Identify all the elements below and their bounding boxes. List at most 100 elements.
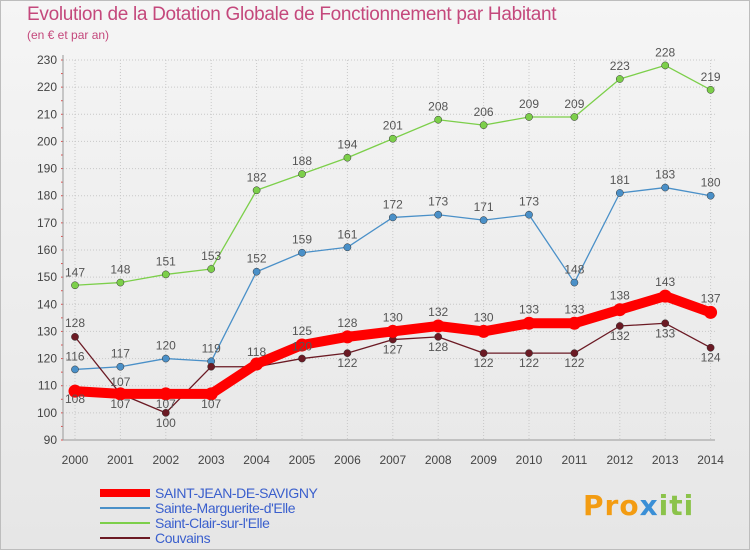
- data-label: 159: [292, 233, 312, 247]
- data-point: [570, 349, 579, 357]
- data-label: 182: [247, 170, 267, 184]
- y-tick-label: 120: [37, 352, 57, 366]
- data-point: [295, 338, 309, 352]
- data-point: [613, 303, 627, 317]
- data-point: [71, 365, 79, 374]
- data-point: [204, 387, 218, 401]
- data-label: 120: [292, 340, 312, 354]
- data-label: 133: [519, 302, 539, 316]
- y-tick-label: 230: [37, 53, 57, 67]
- data-point: [298, 170, 306, 178]
- x-tick-label: 2005: [289, 453, 316, 467]
- data-label: 122: [519, 356, 539, 370]
- data-label: 130: [383, 310, 403, 324]
- data-label: 107: [156, 397, 176, 411]
- data-label: 107: [110, 375, 130, 389]
- data-label: 152: [247, 252, 267, 266]
- y-tick-label: 100: [37, 406, 57, 420]
- data-point: [343, 243, 352, 252]
- data-label: 209: [519, 97, 539, 111]
- axes: 90 100 110 120 130 140 150 160 170 180 190 200 210 22…: [37, 53, 724, 467]
- data-label: 107: [110, 397, 130, 411]
- data-label: 137: [701, 291, 721, 305]
- y-tick-label: 130: [37, 324, 57, 338]
- data-label: 128: [65, 316, 85, 330]
- y-tick-label: 90: [44, 433, 58, 447]
- legend-label: Sainte-Marguerite-d'Elle: [155, 500, 296, 516]
- data-label: 148: [110, 263, 130, 277]
- data-label: 171: [474, 200, 494, 214]
- series-layer: [68, 61, 718, 417]
- data-point: [252, 267, 261, 276]
- y-tick-label: 140: [37, 297, 57, 311]
- data-point: [207, 362, 216, 371]
- data-label: 124: [701, 351, 721, 365]
- data-point: [704, 305, 718, 319]
- data-point: [661, 183, 670, 192]
- y-tick-label: 190: [37, 162, 57, 176]
- data-point: [250, 357, 264, 371]
- data-point: [71, 333, 79, 341]
- data-label: 219: [701, 70, 721, 84]
- data-label: 208: [428, 100, 448, 114]
- x-tick-label: 2004: [243, 453, 270, 467]
- y-tick-label: 200: [37, 134, 57, 148]
- legend-swatch: [100, 489, 150, 497]
- data-point: [434, 210, 443, 219]
- x-tick-label: 2001: [107, 453, 134, 467]
- data-label: 147: [65, 265, 85, 279]
- data-point: [431, 319, 445, 333]
- data-label: 118: [247, 345, 266, 359]
- data-label: 122: [564, 356, 584, 370]
- logo-part: iti: [658, 489, 695, 522]
- data-label: 108: [65, 392, 85, 406]
- data-point: [340, 330, 354, 344]
- data-point: [161, 354, 170, 363]
- data-point: [615, 322, 624, 330]
- x-tick-label: 2012: [606, 453, 633, 467]
- data-point: [522, 316, 536, 330]
- data-point: [525, 113, 533, 121]
- data-point: [434, 333, 443, 341]
- x-tick-label: 2010: [516, 453, 543, 467]
- data-label: 122: [474, 356, 494, 370]
- x-tick-label: 2006: [334, 453, 361, 467]
- data-point: [113, 387, 127, 401]
- data-point: [479, 349, 488, 357]
- x-tick-label: 2003: [198, 453, 225, 467]
- legend-swatch: [100, 537, 150, 539]
- data-label: 120: [156, 339, 176, 353]
- data-point: [298, 354, 306, 363]
- data-label: 116: [65, 349, 84, 363]
- data-point: [479, 121, 488, 129]
- data-point: [479, 216, 488, 224]
- data-label: 128: [428, 340, 448, 354]
- data-label: 133: [564, 302, 584, 316]
- data-label: 194: [337, 138, 357, 152]
- data-label: 117: [111, 347, 130, 361]
- data-point: [658, 289, 672, 303]
- data-label: 181: [610, 173, 630, 187]
- data-label: 107: [201, 397, 221, 411]
- data-label: 228: [655, 45, 675, 59]
- data-label: 161: [337, 227, 357, 241]
- data-label: 127: [383, 343, 403, 357]
- data-label: 183: [655, 168, 675, 182]
- data-point: [477, 324, 491, 338]
- y-tick-label: 170: [37, 216, 57, 230]
- data-label: 132: [428, 305, 448, 319]
- data-label: 143: [655, 275, 675, 289]
- legend-label: SAINT-JEAN-DE-SAVIGNY: [155, 485, 318, 501]
- x-tick-label: 2011: [561, 453, 587, 467]
- data-point: [343, 349, 352, 357]
- x-tick-label: 2014: [697, 453, 724, 467]
- data-point: [570, 113, 579, 121]
- grid: [63, 59, 715, 441]
- data-point: [116, 362, 125, 371]
- y-tick-label: 150: [37, 270, 57, 284]
- data-point: [252, 186, 261, 195]
- chart-title: Evolution de la Dotation Globale de Fonc…: [27, 4, 557, 25]
- x-tick-label: 2009: [470, 453, 497, 467]
